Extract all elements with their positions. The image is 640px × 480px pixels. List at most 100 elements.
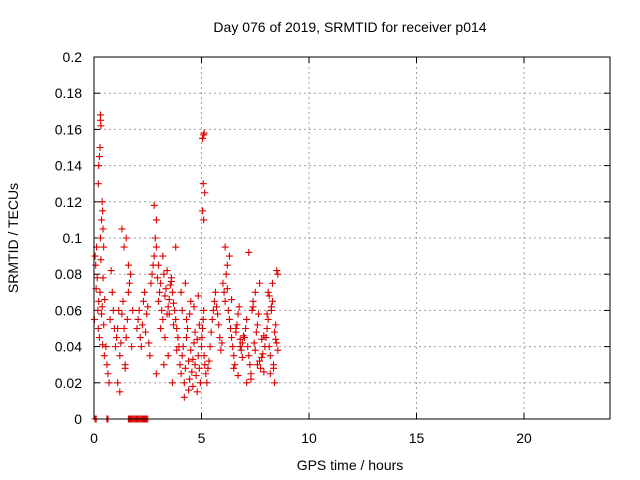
data-point xyxy=(133,325,141,332)
data-point xyxy=(99,225,107,233)
data-point xyxy=(243,315,251,323)
data-point xyxy=(256,357,264,365)
data-point xyxy=(266,352,274,360)
data-point xyxy=(113,334,121,342)
y-tick-label: 0.08 xyxy=(55,266,82,282)
data-point xyxy=(209,306,217,314)
data-point xyxy=(218,339,226,347)
data-point xyxy=(161,292,169,300)
data-point xyxy=(237,346,245,354)
data-point xyxy=(248,306,256,314)
data-point xyxy=(234,372,242,380)
data-point xyxy=(214,310,222,318)
data-point xyxy=(177,288,185,296)
data-point xyxy=(178,306,186,314)
data-point xyxy=(158,306,166,314)
data-point xyxy=(124,261,132,269)
data-point xyxy=(190,303,198,311)
data-point xyxy=(205,357,213,365)
data-point xyxy=(267,303,275,311)
data-point xyxy=(268,279,276,287)
plot-frame xyxy=(93,56,611,420)
data-point xyxy=(239,332,247,340)
data-point xyxy=(193,335,201,343)
grid-lines xyxy=(94,57,610,419)
data-point xyxy=(273,267,281,275)
y-tick-label: 0.06 xyxy=(55,302,82,318)
data-point xyxy=(170,321,178,329)
data-point xyxy=(208,315,216,323)
data-point xyxy=(189,355,197,363)
data-point xyxy=(244,343,252,351)
data-point xyxy=(211,288,219,296)
data-point xyxy=(235,303,243,311)
data-point xyxy=(96,234,104,242)
data-point xyxy=(260,368,268,376)
data-point xyxy=(274,270,282,278)
data-point xyxy=(103,361,111,369)
data-point xyxy=(191,328,199,336)
tick-labels: 0 0.02 0.04 0.06 0.08 0.1 0.12 0.14 0.16 0.18 0.2 0… xyxy=(55,49,532,446)
data-point xyxy=(122,334,130,342)
data-point xyxy=(147,279,155,287)
data-point xyxy=(200,129,208,137)
data-point xyxy=(180,393,188,401)
data-point xyxy=(271,379,279,387)
data-point xyxy=(150,201,158,209)
data-point xyxy=(95,334,103,342)
data-point xyxy=(228,296,236,304)
data-point xyxy=(189,382,197,390)
data-point xyxy=(231,361,239,369)
data-point xyxy=(99,207,107,215)
data-point xyxy=(274,346,282,354)
y-tick-label: 0.16 xyxy=(55,121,82,137)
data-point xyxy=(117,339,125,347)
data-point xyxy=(152,370,160,378)
data-point xyxy=(172,243,180,251)
data-point xyxy=(137,343,145,351)
data-point xyxy=(202,370,210,378)
data-point xyxy=(104,370,112,378)
data-point xyxy=(100,321,108,329)
data-point xyxy=(159,252,167,260)
data-point xyxy=(102,343,110,351)
data-point xyxy=(105,379,113,387)
data-point xyxy=(114,379,122,387)
data-point xyxy=(253,361,261,369)
data-point xyxy=(100,352,108,360)
data-point xyxy=(198,343,205,351)
data-point xyxy=(166,281,174,289)
data-point xyxy=(247,375,255,383)
data-point xyxy=(215,321,223,329)
data-point xyxy=(230,352,238,360)
data-point xyxy=(263,310,271,318)
data-point xyxy=(101,296,109,304)
data-point xyxy=(246,361,254,369)
data-point xyxy=(242,325,250,332)
data-point xyxy=(270,364,278,372)
data-point xyxy=(99,341,107,349)
data-point xyxy=(91,252,99,260)
data-point xyxy=(201,189,209,197)
x-tick-label: 20 xyxy=(516,430,532,446)
data-point xyxy=(213,303,221,311)
data-point xyxy=(144,303,152,311)
data-point xyxy=(151,234,159,242)
data-point xyxy=(199,315,207,323)
data-point xyxy=(119,297,127,305)
y-tick-label: 0.14 xyxy=(55,158,82,174)
y-tick-label: 0.12 xyxy=(55,194,82,210)
data-point xyxy=(174,334,182,342)
data-point xyxy=(120,243,128,251)
data-point xyxy=(116,388,124,396)
y-tick-label: 0.2 xyxy=(63,49,83,65)
data-point xyxy=(221,297,229,305)
x-axis-title: GPS time / hours xyxy=(297,457,404,473)
data-point xyxy=(228,334,236,342)
data-point xyxy=(238,353,246,361)
data-point xyxy=(124,288,132,296)
data-point xyxy=(236,335,244,343)
data-point xyxy=(96,288,104,296)
data-point xyxy=(195,364,203,372)
data-point xyxy=(122,234,130,242)
